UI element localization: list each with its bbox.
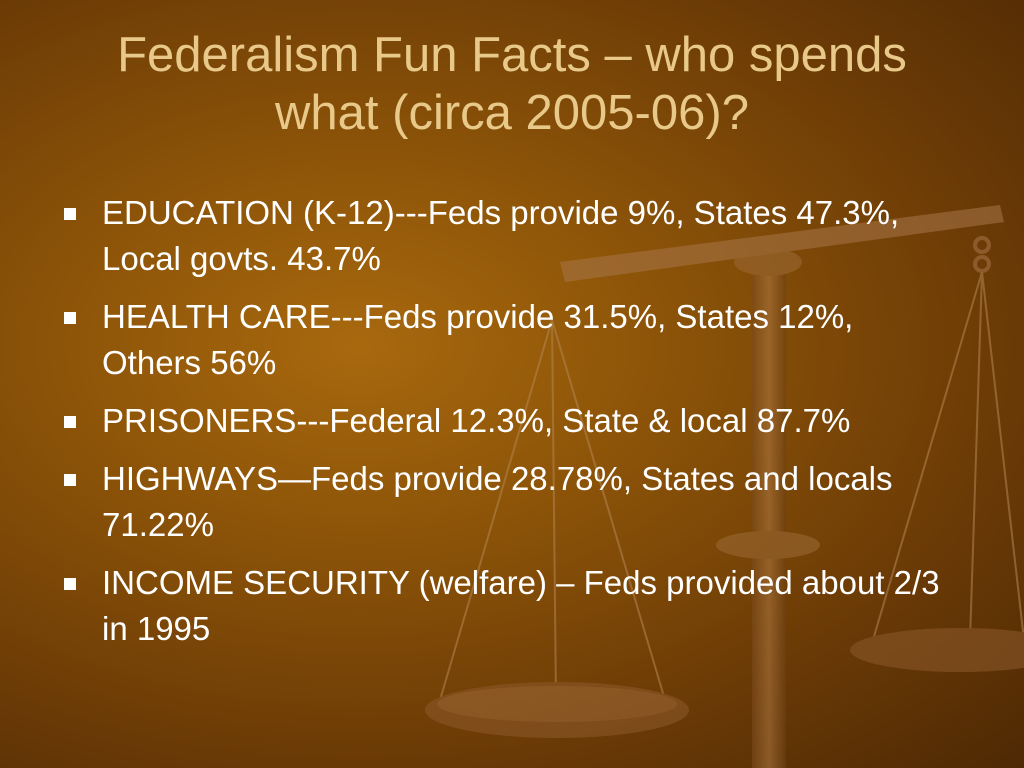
bullet-health-care: HEALTH CARE---Feds provide 31.5%, States… xyxy=(60,294,940,386)
bullet-text: HIGHWAYS—Feds provide 28.78%, States and… xyxy=(102,460,893,543)
bullet-income-security: INCOME SECURITY (welfare) – Feds provide… xyxy=(60,560,940,652)
slide-title: Federalism Fun Facts – who spends what (… xyxy=(117,28,907,140)
bullet-text: EDUCATION (K-12)---Feds provide 9%, Stat… xyxy=(102,194,900,277)
bullet-prisoners: PRISONERS---Federal 12.3%, State & local… xyxy=(60,398,940,444)
bullet-highways: HIGHWAYS—Feds provide 28.78%, States and… xyxy=(60,456,940,548)
bullet-text: PRISONERS---Federal 12.3%, State & local… xyxy=(102,402,851,439)
bullet-text: INCOME SECURITY (welfare) – Feds provide… xyxy=(102,564,940,647)
square-bullet-icon xyxy=(64,312,76,324)
square-bullet-icon xyxy=(64,578,76,590)
square-bullet-icon xyxy=(64,416,76,428)
bullet-list: EDUCATION (K-12)---Feds provide 9%, Stat… xyxy=(60,190,940,664)
square-bullet-icon xyxy=(64,208,76,220)
bullet-text: HEALTH CARE---Feds provide 31.5%, States… xyxy=(102,298,854,381)
bullet-education: EDUCATION (K-12)---Feds provide 9%, Stat… xyxy=(60,190,940,282)
square-bullet-icon xyxy=(64,474,76,486)
